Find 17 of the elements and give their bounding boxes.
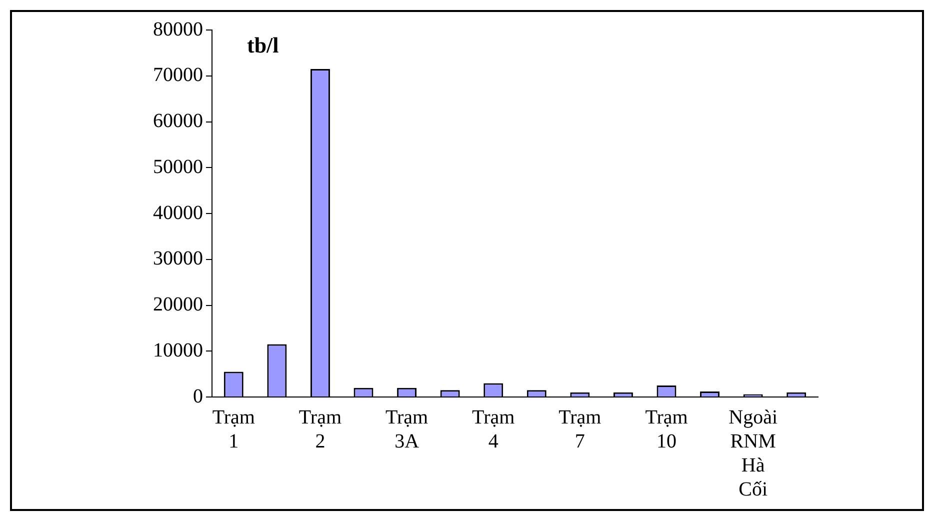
y-tick-label: 40000: [153, 202, 203, 224]
y-tick-label: 70000: [153, 64, 203, 86]
x-tick-label: Trạm 10: [645, 406, 688, 452]
y-tick-label: 50000: [153, 156, 203, 178]
y-axis-title: tb/l: [247, 32, 279, 58]
x-tick-label: Trạm 3A: [385, 406, 429, 452]
x-tick-label: Ngoài RNM Hà Cối: [728, 406, 778, 500]
x-tick-label: Trạm 1: [212, 406, 256, 452]
x-tick-label: Trạm 4: [472, 406, 516, 452]
y-tick-label: 20000: [153, 294, 203, 316]
y-tick-label: 80000: [153, 18, 203, 40]
y-tick-label: 60000: [153, 110, 203, 132]
y-tick-label: 30000: [153, 248, 203, 270]
y-tick-label: 10000: [153, 339, 203, 362]
x-tick-label: Trạm 7: [558, 406, 602, 452]
x-tick-label: Trạm 2: [298, 406, 342, 452]
y-tick-label: 0: [193, 385, 203, 408]
